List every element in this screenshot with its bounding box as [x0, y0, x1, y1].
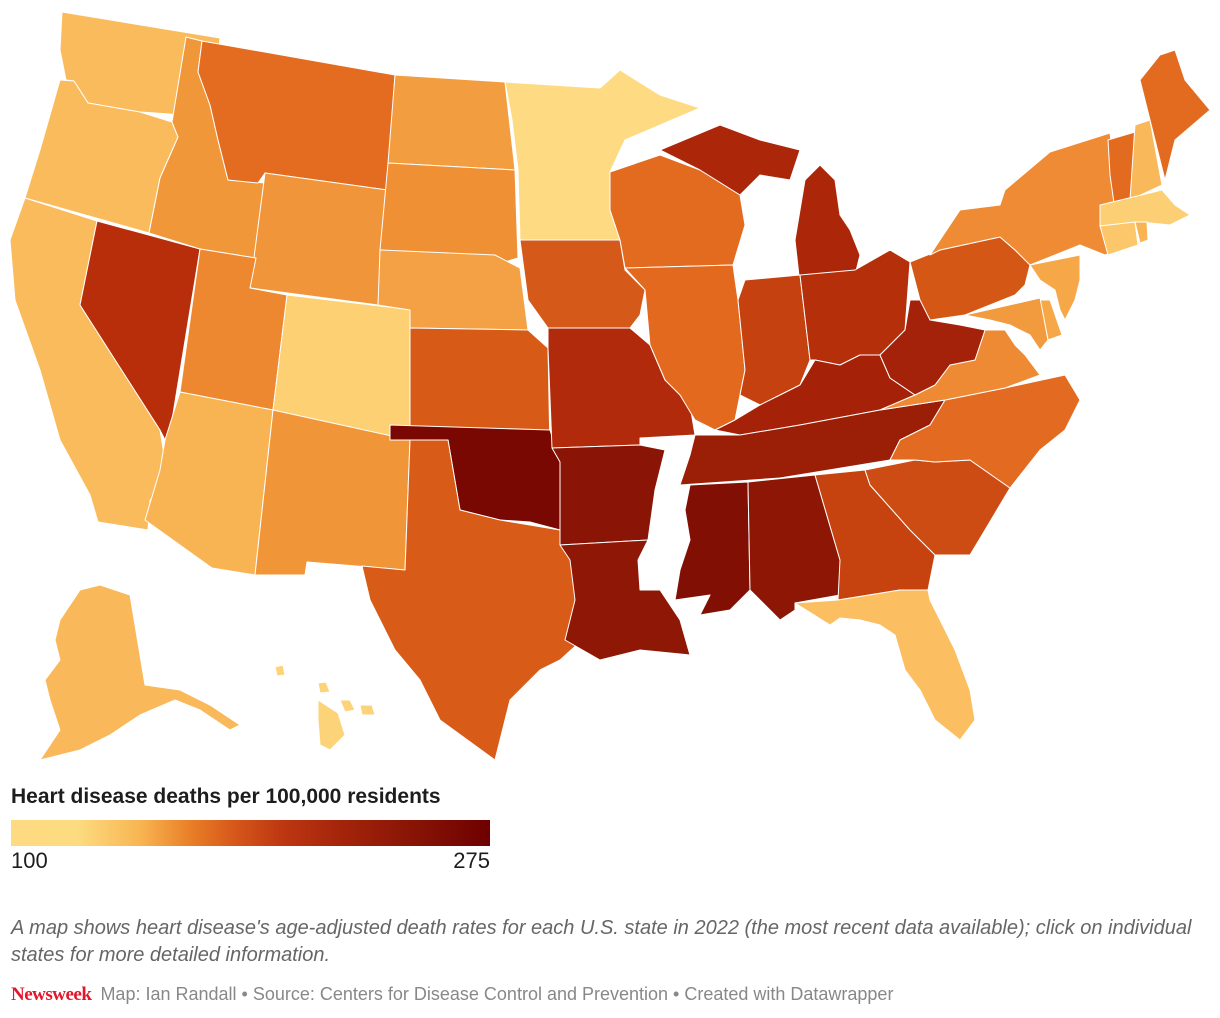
us-choropleth-map: WashingtonOregonCaliforniaNevadaIdahoMon… [9, 11, 1211, 761]
state-illinois[interactable]: Illinois [624, 264, 746, 431]
state-arkansas[interactable]: Arkansas [551, 444, 666, 546]
state-hawaii[interactable]: Hawaii [274, 664, 376, 751]
footer-credits: Map: Ian Randall • Source: Centers for D… [100, 984, 894, 1004]
state-north-dakota[interactable]: North Dakota [387, 74, 516, 171]
state-new-york[interactable]: New York [929, 132, 1131, 266]
map-description: A map shows heart disease's age-adjusted… [11, 917, 1192, 966]
legend-color-scale [11, 820, 490, 846]
state-louisiana[interactable]: Louisiana [559, 539, 691, 661]
legend-title: Heart disease deaths per 100,000 residen… [11, 785, 441, 808]
state-new-hampshire[interactable]: New Hampshire [1129, 119, 1163, 201]
state-maine[interactable]: Maine [1139, 49, 1211, 181]
state-alaska[interactable]: Alaska [39, 584, 241, 761]
state-rhode-island[interactable]: Rhode Island [1134, 221, 1149, 244]
state-wyoming[interactable]: Wyoming [249, 172, 388, 306]
state-florida[interactable]: Florida [794, 589, 976, 741]
state-north-carolina[interactable]: North Carolina [889, 374, 1081, 489]
state-wisconsin[interactable]: Wisconsin [609, 154, 746, 269]
legend-max-label: 275 [453, 848, 490, 873]
legend-min-label: 100 [11, 848, 48, 873]
state-new-jersey[interactable]: New Jersey [1029, 254, 1081, 321]
state-maryland[interactable]: Maryland [964, 297, 1049, 351]
state-new-mexico[interactable]: New Mexico [254, 409, 411, 576]
state-michigan[interactable]: Michigan [659, 124, 861, 286]
state-mississippi[interactable]: Mississippi [674, 481, 751, 616]
footer: Newsweek Map: Ian Randall • Source: Cente… [11, 984, 893, 1006]
state-south-dakota[interactable]: South Dakota [379, 162, 519, 266]
state-connecticut[interactable]: Connecticut [1099, 221, 1139, 256]
state-montana[interactable]: Montana [197, 40, 396, 191]
state-west-virginia[interactable]: West Virginia [879, 299, 986, 396]
newsweek-logo[interactable]: Newsweek [11, 984, 92, 1005]
